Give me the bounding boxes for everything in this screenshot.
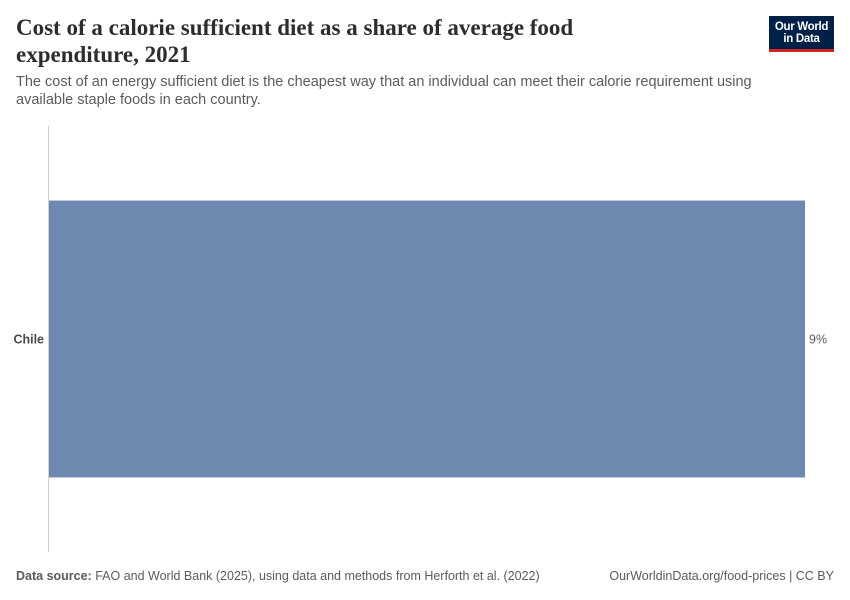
bar-chile[interactable] <box>49 200 805 478</box>
data-source-label: Data source: <box>16 569 92 583</box>
logo-line-2: in Data <box>783 33 820 45</box>
data-source-text: FAO and World Bank (2025), using data an… <box>95 569 540 583</box>
chart-subtitle: The cost of an energy sufficient diet is… <box>16 74 752 108</box>
data-source: Data source: FAO and World Bank (2025), … <box>16 569 540 583</box>
chart-title: Cost of a calorie sufficient diet as a s… <box>16 15 574 67</box>
logo-line-1: Our World <box>774 21 829 33</box>
bars-group: Chile 9% <box>13 200 827 478</box>
source-link[interactable]: OurWorldinData.org/food-prices | CC BY <box>609 569 834 583</box>
owid-logo[interactable]: Our World in Data <box>769 16 834 52</box>
category-label: Chile <box>13 333 44 347</box>
value-label: 9% <box>809 333 827 347</box>
